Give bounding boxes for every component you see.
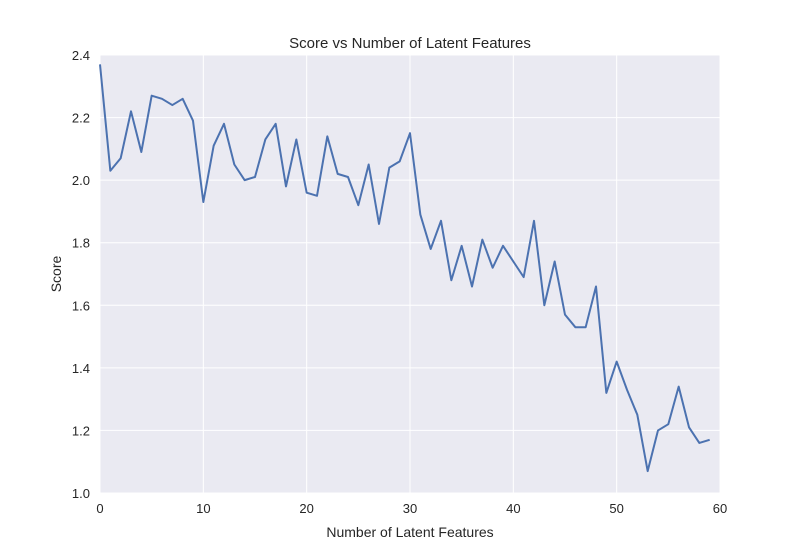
x-tick-label: 30	[403, 501, 417, 516]
grid-lines	[99, 54, 721, 494]
y-tick-label: 1.0	[72, 486, 90, 501]
x-tick-label: 20	[299, 501, 313, 516]
x-tick-label: 60	[713, 501, 727, 516]
series-layer	[99, 64, 710, 473]
y-axis-label: Score	[48, 256, 64, 293]
x-axis-ticks: 0 10 20 30 40 50 60	[96, 501, 727, 516]
y-tick-label: 2.0	[72, 173, 90, 188]
y-tick-label: 2.2	[72, 111, 90, 126]
y-tick-label: 1.2	[72, 423, 90, 438]
chart-title: Score vs Number of Latent Features	[289, 35, 531, 52]
y-tick-label: 2.4	[72, 48, 90, 63]
x-axis-label: Number of Latent Features	[326, 524, 493, 540]
x-tick-label: 10	[196, 501, 210, 516]
series-line	[99, 64, 710, 473]
y-tick-label: 1.6	[72, 298, 90, 313]
y-tick-label: 1.8	[72, 236, 90, 251]
y-axis-ticks: 1.0 1.2 1.4 1.6 1.8 2.0 2.2 2.4	[72, 48, 90, 501]
x-tick-label: 40	[506, 501, 520, 516]
y-tick-label: 1.4	[72, 361, 90, 376]
x-tick-label: 0	[96, 501, 103, 516]
x-tick-label: 50	[609, 501, 623, 516]
